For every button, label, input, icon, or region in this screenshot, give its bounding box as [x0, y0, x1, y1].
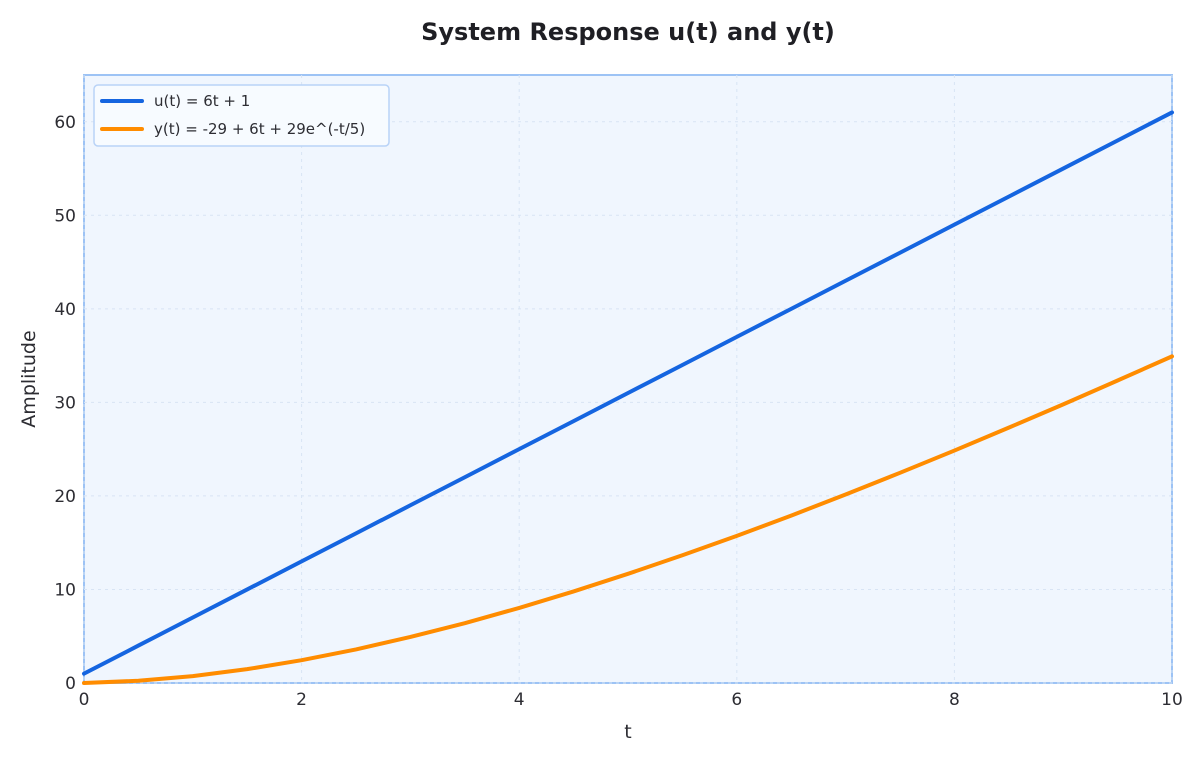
y-tick-label: 10 [54, 580, 76, 600]
y-tick-label: 20 [54, 487, 76, 507]
legend-label-u: u(t) = 6t + 1 [154, 92, 250, 110]
y-axis-label: Amplitude [18, 330, 40, 427]
legend-label-y: y(t) = -29 + 6t + 29e^(-t/5) [154, 120, 365, 138]
series-line-0 [82, 110, 1174, 676]
y-tick-label: 50 [54, 206, 76, 226]
y-tick-label: 30 [54, 393, 76, 413]
x-tick-label: 0 [79, 690, 90, 710]
x-tick-label: 6 [731, 690, 742, 710]
ticks: 0 2 4 6 8 10 0 10 20 30 40 50 60 [54, 113, 1182, 710]
x-tick-label: 2 [296, 690, 307, 710]
chart-title: System Response u(t) and y(t) [421, 18, 835, 46]
y-tick-label: 60 [54, 113, 76, 133]
x-axis-label: t [624, 721, 631, 743]
series-layer [82, 110, 1174, 685]
y-tick-label: 0 [65, 674, 76, 694]
y-tick-label: 40 [54, 300, 76, 320]
grid [83, 75, 1173, 684]
legend-box [93, 84, 390, 147]
x-tick-label: 4 [514, 690, 525, 710]
series-line-1 [82, 354, 1174, 685]
plot-area [83, 74, 1173, 684]
x-tick-label: 10 [1161, 690, 1183, 710]
x-tick-label: 8 [949, 690, 960, 710]
legend: u(t) = 6t + 1 y(t) = -29 + 6t + 29e^(-t/… [93, 84, 390, 147]
